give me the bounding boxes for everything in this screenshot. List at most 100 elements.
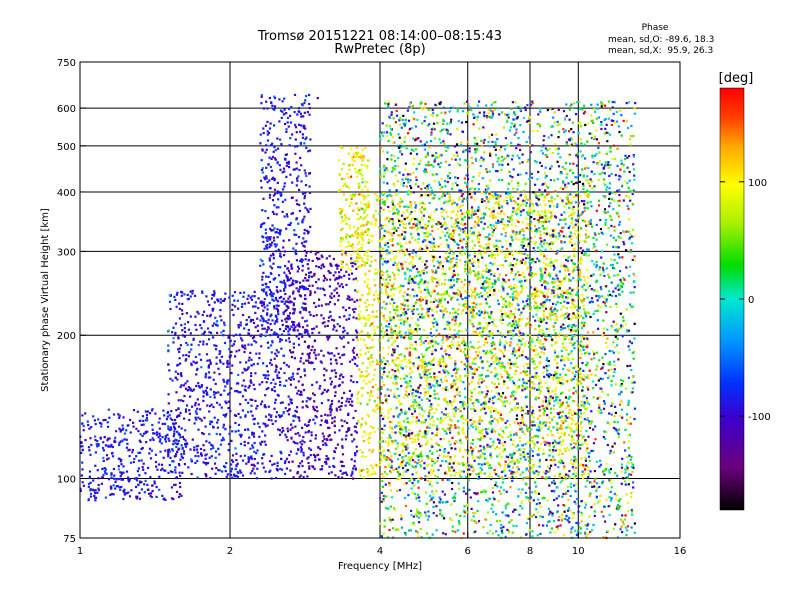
scatter-point — [536, 424, 539, 427]
scatter-point — [203, 330, 206, 333]
scatter-point — [485, 401, 488, 404]
scatter-point — [334, 447, 337, 450]
scatter-point — [262, 320, 265, 323]
scatter-point — [307, 258, 310, 262]
scatter-point — [526, 426, 529, 429]
scatter-point — [204, 425, 207, 428]
scatter-point — [560, 424, 563, 427]
scatter-point — [255, 452, 258, 455]
scatter-point — [413, 289, 416, 292]
scatter-point — [352, 380, 355, 384]
scatter-point — [276, 374, 279, 377]
scatter-point — [172, 498, 175, 501]
scatter-point — [276, 161, 279, 164]
scatter-point — [415, 343, 418, 346]
scatter-point — [554, 332, 557, 335]
scatter-point — [264, 423, 267, 426]
scatter-point — [151, 437, 154, 440]
scatter-point — [347, 341, 350, 344]
scatter-point — [560, 314, 563, 317]
scatter-point — [450, 298, 453, 301]
scatter-point — [226, 382, 229, 385]
scatter-point — [279, 280, 282, 283]
scatter-point — [236, 299, 239, 302]
scatter-point — [182, 354, 185, 357]
scatter-point — [335, 263, 338, 266]
scatter-point — [330, 383, 333, 386]
scatter-point — [528, 412, 531, 415]
scatter-point — [328, 434, 331, 437]
scatter-point — [283, 170, 286, 173]
scatter-point — [249, 472, 252, 475]
scatter-point — [244, 398, 247, 401]
scatter-point — [560, 426, 563, 429]
scatter-point — [276, 461, 279, 464]
scatter-point — [304, 288, 307, 291]
scatter-point — [355, 230, 358, 233]
scatter-point — [430, 360, 433, 363]
scatter-point — [554, 335, 557, 338]
scatter-point — [474, 425, 477, 428]
scatter-point — [353, 438, 356, 441]
scatter-point — [252, 467, 255, 470]
scatter-point — [520, 229, 523, 232]
scatter-point — [265, 144, 268, 147]
scatter-point — [531, 439, 534, 442]
scatter-point — [197, 385, 201, 388]
scatter-point — [397, 326, 400, 329]
scatter-point — [292, 342, 295, 345]
scatter-point — [278, 376, 281, 380]
scatter-point — [284, 283, 287, 286]
scatter-point — [316, 287, 319, 290]
scatter-point — [496, 377, 499, 381]
scatter-point — [189, 448, 192, 451]
scatter-point — [324, 325, 327, 328]
scatter-point — [497, 461, 500, 465]
scatter-point — [340, 145, 343, 149]
scatter-point — [516, 343, 519, 346]
scatter-point — [487, 200, 490, 203]
scatter-point — [456, 204, 459, 207]
scatter-point — [506, 216, 509, 219]
scatter-point — [554, 442, 557, 445]
scatter-point — [545, 293, 548, 296]
scatter-point — [487, 464, 490, 467]
scatter-point — [285, 339, 288, 342]
scatter-point — [292, 324, 296, 327]
scatter-point — [286, 121, 289, 124]
scatter-point — [289, 378, 292, 381]
scatter-point — [575, 316, 578, 319]
scatter-point — [313, 302, 316, 305]
scatter-point — [206, 314, 209, 317]
scatter-point — [231, 303, 234, 306]
scatter-point — [450, 419, 453, 422]
scatter-point — [358, 234, 361, 237]
scatter-point — [492, 355, 495, 358]
scatter-point — [473, 198, 476, 201]
scatter-point — [514, 372, 517, 376]
scatter-point — [498, 196, 501, 199]
scatter-point — [179, 373, 182, 376]
scatter-point — [537, 320, 540, 323]
scatter-point — [458, 324, 461, 327]
scatter-point — [81, 481, 84, 484]
scatter-point — [356, 218, 360, 221]
scatter-point — [97, 477, 100, 480]
scatter-point — [239, 321, 242, 324]
scatter-point — [444, 278, 447, 281]
scatter-point — [442, 455, 445, 458]
scatter-point — [261, 316, 264, 319]
scatter-point — [465, 290, 468, 293]
scatter-point — [508, 316, 511, 319]
scatter-point — [526, 429, 529, 433]
scatter-point — [549, 247, 553, 250]
scatter-point — [292, 312, 295, 315]
scatter-point — [260, 315, 263, 318]
scatter-point — [290, 106, 293, 109]
scatter-point — [380, 446, 384, 449]
scatter-point — [270, 157, 273, 160]
scatter-point — [460, 330, 463, 333]
scatter-point — [297, 380, 300, 383]
scatter-point — [276, 137, 279, 140]
scatter-point — [444, 471, 447, 474]
